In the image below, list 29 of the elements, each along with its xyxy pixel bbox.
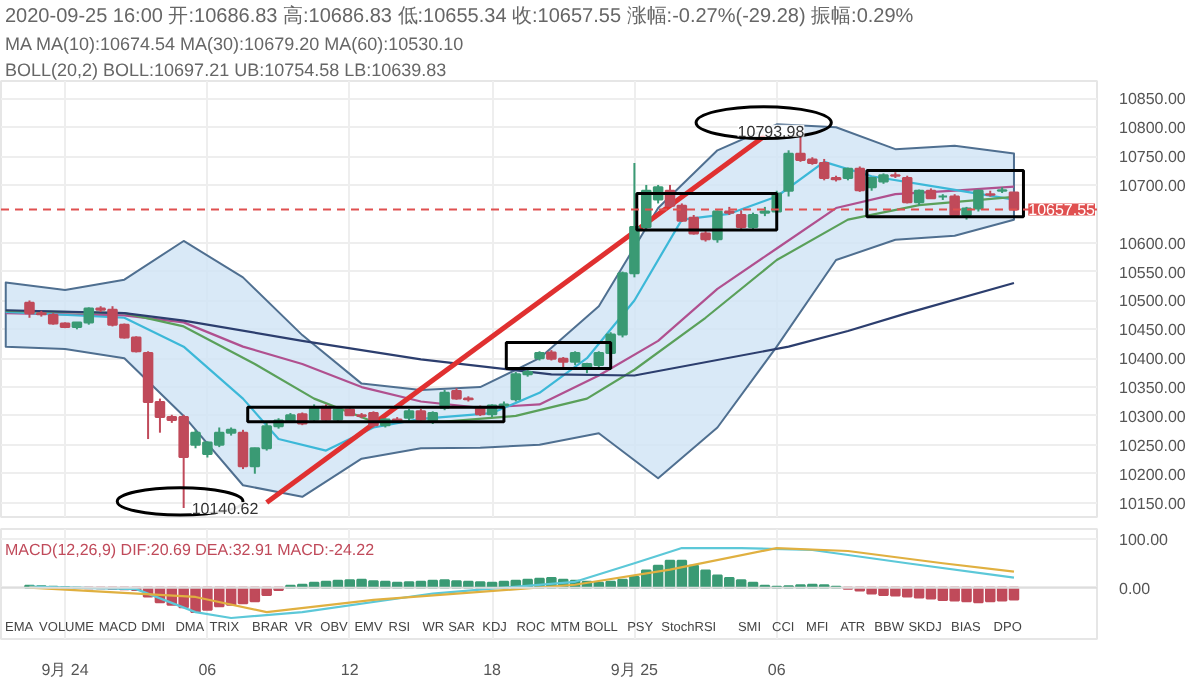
text: BOLL(20,2) BOLL:10697.21 UB:10754.58 LB:10639.83 [5,60,447,80]
y-tick-label: 10450.00 [1119,321,1187,340]
y-tick-label: 0.00 [1119,579,1152,598]
y-tick-label: 10750.00 [1119,148,1187,167]
annotation: 10793.98 [737,122,806,141]
y-tick-label: 10150.00 [1119,494,1187,513]
y-tick-label: 10550.00 [1119,263,1187,282]
x-tick-label: 9月 25 [610,661,660,679]
x-tick-label: 18 [483,661,503,679]
y-tick-label: 10350.00 [1119,379,1187,398]
y-tick-label: 10700.00 [1119,176,1187,195]
y-tick-label: 10250.00 [1119,436,1187,455]
text: MA MA(10):10674.54 MA(30):10679.20 MA(60):10530.10 [5,34,464,54]
x-tick-label: 06 [198,661,218,679]
y-tick-label: 100.00 [1119,530,1170,549]
text: 2020-09-25 16:00 开:10686.83 高:10686.83 低:10655.34 收:10657.55 涨幅:-0.27%(-29.28) 振幅:0.29% [5,4,914,28]
x-tick-label: 12 [340,661,360,679]
y-tick-label: 10500.00 [1119,292,1187,311]
x-tick-label: 9月 24 [41,661,90,679]
x-tick-label: 06 [767,661,787,679]
y-tick-label: 10200.00 [1119,465,1187,484]
annotation: MACD(12,26,9) DIF:20.69 DEA:32.91 MACD:-24.22 [5,541,376,559]
y-tick-label: 10850.00 [1119,90,1187,109]
annotation: 10140.62 [191,499,260,518]
y-tick-label: 10800.00 [1119,119,1187,138]
y-tick-label: 10600.00 [1119,234,1187,253]
y-tick-label: 10400.00 [1119,350,1187,369]
ref-line-label: 10657.55 [1028,201,1097,220]
y-tick-label: 10300.00 [1119,407,1187,426]
